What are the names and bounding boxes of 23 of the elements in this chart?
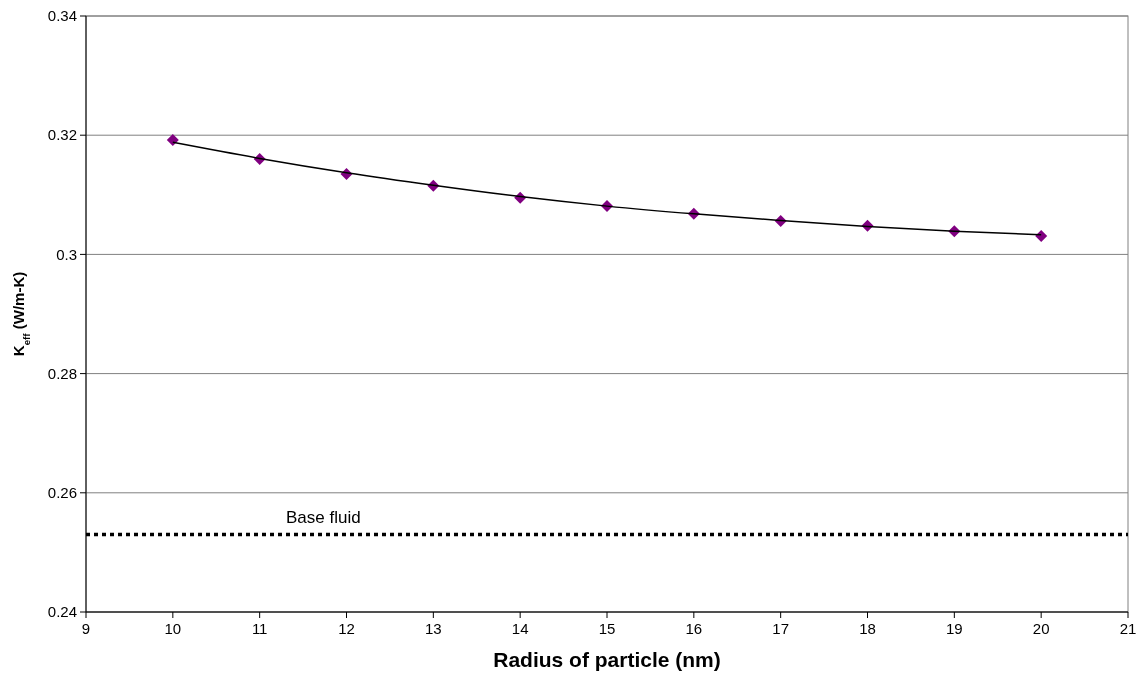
x-tick-label: 12: [338, 620, 355, 637]
y-tick-label: 0.32: [47, 126, 77, 144]
x-tick-label: 20: [1032, 620, 1050, 637]
x-axis-title: Radius of particle (nm): [493, 648, 721, 671]
x-tick-label: 9: [81, 620, 91, 637]
point: [166, 133, 179, 146]
x-tick-label: 13: [424, 620, 442, 637]
x-tick-label: 16: [685, 620, 703, 637]
x-tick-label: 15: [598, 620, 616, 637]
x-tick-label: 10: [164, 620, 182, 637]
y-tick-label: 0.3: [56, 245, 77, 263]
x-tick-label: 17: [772, 620, 790, 637]
y-tick-label: 0.26: [47, 484, 77, 502]
y-tick-label: 0.34: [47, 7, 77, 25]
x-tick-label: 18: [859, 620, 876, 637]
x-tick-label: 14: [511, 620, 529, 637]
point: [1035, 229, 1048, 242]
y-tick-label: 0.24: [47, 603, 77, 621]
x-tick-label: 19: [945, 620, 963, 637]
x-tick-label: 21: [1119, 620, 1137, 637]
y-tick-label: 0.28: [47, 364, 77, 382]
ref-line-label: Base fluid: [286, 507, 361, 527]
x-tick-label: 11: [251, 620, 268, 637]
